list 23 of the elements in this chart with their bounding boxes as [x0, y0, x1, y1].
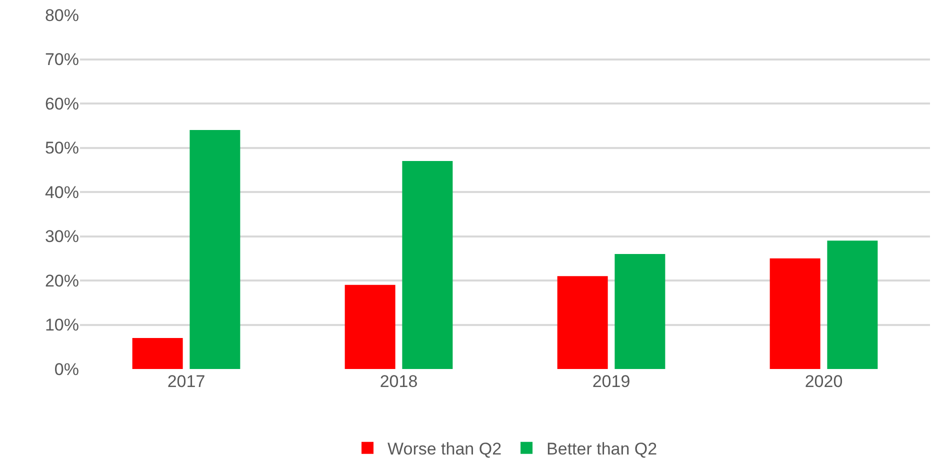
bar: [132, 338, 183, 369]
y-tick-label: 10%: [44, 316, 79, 335]
y-tick-label: 30%: [44, 227, 79, 246]
x-tick-label: 2019: [592, 372, 630, 391]
y-tick-label: 70%: [44, 50, 79, 70]
bar: [557, 276, 608, 369]
y-tick-label: 0%: [54, 360, 79, 379]
bar: [614, 254, 666, 369]
y-tick-label: 50%: [44, 138, 79, 158]
bar: [827, 240, 878, 369]
bar: [344, 284, 396, 369]
x-tick-label: 2018: [380, 372, 418, 391]
y-tick-label: 20%: [44, 271, 79, 290]
x-tick-label: 2017: [167, 372, 206, 391]
bar: [190, 130, 240, 369]
y-tick-label: 60%: [44, 94, 79, 114]
legend-label: Better than Q2: [546, 440, 658, 459]
y-tick-label: 80%: [44, 6, 79, 25]
bar: [770, 258, 820, 369]
legend-label: Worse than Q2: [388, 440, 502, 459]
bar: [402, 161, 453, 369]
y-tick-label: 40%: [44, 182, 79, 202]
x-tick-label: 2020: [804, 372, 843, 391]
